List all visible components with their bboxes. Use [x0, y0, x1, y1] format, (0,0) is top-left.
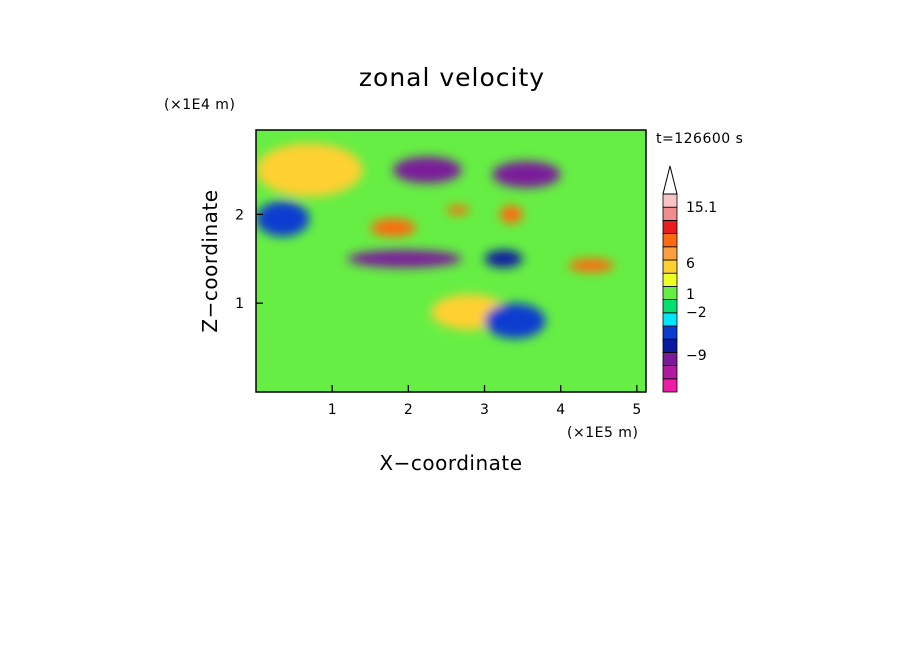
colorbar: 15.1 6 1 −2 −9: [662, 165, 717, 393]
colorbar-label-4: −2: [686, 305, 707, 321]
contour-region-9: [492, 161, 561, 188]
contour-region-8: [499, 205, 523, 224]
x-axis: 1 2 3 4 5: [328, 385, 641, 418]
x-tick-label-3: 3: [480, 402, 489, 418]
contour-region-12: [256, 312, 447, 392]
time-label: t=126600 s: [656, 131, 743, 147]
colorbar-label-2: 6: [686, 256, 695, 272]
x-axis-title: X−coordinate: [379, 451, 522, 475]
x-tick-label-5: 5: [632, 402, 641, 418]
contour-region-3: [393, 156, 462, 184]
x-tick-label-1: 1: [328, 402, 337, 418]
colorbar-cell-10: [662, 259, 678, 274]
colorbar-cell-14: [662, 206, 678, 221]
colorbar-cell-5: [662, 325, 678, 340]
colorbar-cell-11: [662, 246, 678, 261]
colorbar-cell-2: [662, 365, 678, 380]
contour-region-13: [484, 303, 546, 339]
contour-field: [256, 143, 615, 392]
y-axis: 12: [235, 207, 263, 312]
contour-region-10: [484, 249, 523, 268]
y-axis-title: Z−coordinate: [198, 189, 222, 332]
colorbar-cell-15: [662, 193, 678, 208]
colorbar-extend-arrow: [662, 165, 678, 195]
contour-region-7: [256, 201, 310, 237]
colorbar-cell-13: [662, 219, 678, 234]
colorbar-cell-4: [662, 338, 678, 353]
contour-region-14: [568, 258, 615, 273]
x-scale-label: (×1E5 m): [567, 425, 638, 441]
colorbar-cell-7: [662, 299, 678, 314]
y-tick-label-2: 2: [235, 207, 244, 223]
colorbar-cell-8: [662, 285, 678, 300]
contour-region-6: [446, 205, 470, 215]
colorbar-cell-12: [662, 233, 678, 248]
y-tick-label-1: 1: [235, 296, 244, 312]
colorbar-label-5: −9: [686, 348, 707, 364]
chart-title: zonal velocity: [359, 63, 545, 92]
colorbar-cell-3: [662, 351, 678, 366]
x-tick-label-4: 4: [556, 402, 565, 418]
contour-region-4: [347, 249, 462, 268]
plot-area: [255, 129, 647, 393]
y-scale-label: (×1E4 m): [164, 97, 235, 113]
colorbar-label-1: 15.1: [686, 200, 717, 216]
plot-frame: [255, 129, 647, 393]
colorbar-label-3: 1: [686, 287, 695, 303]
x-tick-label-2: 2: [404, 402, 413, 418]
contour-region-2: [256, 143, 363, 197]
colorbar-cell-6: [662, 312, 678, 327]
contour-region-5: [370, 218, 416, 237]
colorbar-cell-1: [662, 378, 678, 393]
colorbar-cell-9: [662, 272, 678, 287]
